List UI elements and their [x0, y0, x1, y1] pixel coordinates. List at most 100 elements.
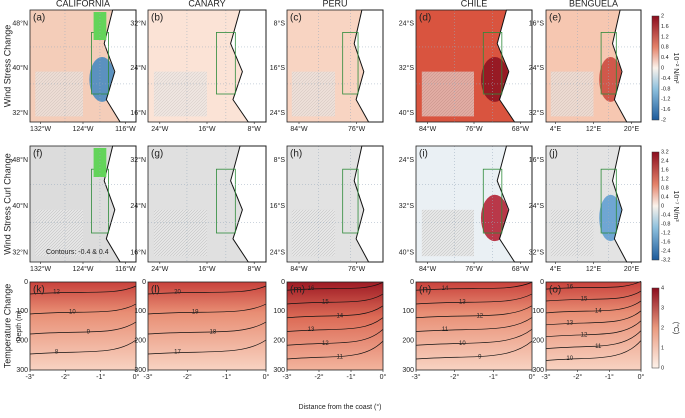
contour-label: 10: [566, 356, 573, 362]
colorbar-tick-label: 0: [661, 365, 664, 371]
column-title: CHILE: [461, 0, 488, 8]
x-tick-label: 76°W: [348, 125, 366, 133]
contour-line: [286, 293, 384, 305]
contour-label: 16: [308, 286, 315, 292]
contour-label: 9: [87, 330, 91, 336]
colorbar-tick-label: 0: [661, 203, 664, 209]
contour-label: 12: [581, 332, 588, 338]
x-tick-label: 84°W: [419, 125, 437, 133]
panel-frame: [415, 281, 533, 371]
y-tick-label: 32°N: [130, 19, 146, 27]
y-tick-label: 24°N: [130, 64, 146, 72]
colorbar-tick-label: 3: [661, 305, 664, 311]
hatched-area: [35, 209, 83, 257]
y-tick-label: 0: [281, 279, 285, 286]
colorbar-tick-label: -1.6: [661, 107, 670, 113]
contour-label: 14: [336, 313, 343, 319]
contour-line: [286, 305, 384, 319]
contour-label: 10: [69, 310, 76, 316]
colorbar: [651, 15, 660, 121]
hatched-area: [550, 71, 594, 117]
y-tick-label: 200: [532, 338, 544, 345]
panel: (d) 84°W 76°W 68°W 24°S 32°S 40°S: [399, 9, 533, 133]
contour-label: 15: [581, 297, 588, 303]
y-tick-label: 8°S: [274, 19, 286, 27]
x-tick-label: -2°: [314, 373, 323, 381]
panel: (j) 4°E 12°E 20°E 16°S 24°S 32°S: [529, 145, 642, 273]
contour-label: 17: [174, 350, 181, 356]
contour-line: [415, 305, 533, 319]
x-tick-label: 0°: [263, 373, 270, 381]
panel: 14 13 12 11 10 9 (n) -3° -2° -1° 0° 0 100 200 300: [402, 279, 535, 381]
y-tick-label: 200: [402, 338, 414, 345]
y-tick-label: 300: [532, 367, 544, 374]
contour-line: [545, 280, 642, 290]
colorbar-tick-label: 1.6: [661, 167, 669, 173]
panel-letter: (a): [33, 13, 45, 24]
y-tick-label: 200: [134, 338, 146, 345]
x-tick-label: -1°: [489, 373, 498, 381]
y-tick-label: 24°S: [529, 202, 545, 210]
hatched-area: [421, 71, 474, 117]
panel-letter: (n): [419, 285, 431, 296]
x-tick-label: 12°E: [586, 265, 602, 273]
x-tick-label: 116°W: [115, 265, 136, 273]
panel-letter: (c): [290, 13, 302, 24]
colorbar-tick-label: -2: [661, 117, 666, 123]
colorbar-unit: 10⁻⁷ N/m³: [672, 190, 679, 222]
contour-label: 16: [566, 285, 573, 291]
x-axis-title: Distance from the coast (°): [299, 403, 382, 411]
contour-label: 11: [442, 327, 449, 333]
hatched-area: [550, 209, 594, 257]
contour-label: 11: [595, 344, 602, 350]
x-tick-label: -3°: [25, 373, 34, 381]
panel: 20 19 18 17 (l) -3° -2° -1° 0° 0 100 200 300: [134, 279, 269, 381]
x-tick-label: 124°W: [72, 265, 93, 273]
panel-frame: [286, 281, 384, 371]
colorbar-tick-label: -3.2: [661, 257, 670, 263]
colorbar-tick-label: 1.6: [661, 24, 669, 30]
y-tick-label: 16°N: [130, 109, 146, 117]
panel: (f) 132°W 124°W 116°W 48°N 40°N 32°N: [12, 145, 137, 273]
y-tick-label: 0: [410, 279, 414, 286]
contour-line: [147, 321, 267, 335]
contour-line: [29, 303, 137, 315]
y-tick-label: 300: [134, 367, 146, 374]
contour-label: 13: [308, 327, 315, 333]
contour-line: [415, 340, 533, 360]
contour-line: [545, 320, 642, 338]
x-tick-label: 76°W: [348, 265, 366, 273]
panel-letter: (h): [290, 149, 302, 160]
contour-line: [147, 285, 267, 295]
panel-letter: (o): [549, 285, 561, 296]
contour-label: 12: [322, 341, 329, 347]
panel: 16 15 14 13 12 11 10 (o) -3° -2° -1° 0° 0 100 200 300: [532, 279, 644, 381]
colorbar-tick-label: 0: [661, 65, 664, 71]
contour-label: 15: [322, 300, 329, 306]
contour-label: 13: [566, 320, 573, 326]
colorbar-tick-label: 1.2: [661, 34, 669, 40]
colorbar-unit: 10⁻² N/m²: [672, 53, 679, 85]
hatched-area: [153, 209, 207, 257]
contour-line: [545, 330, 642, 349]
panel-letter: (b): [151, 13, 163, 24]
y-tick-label: 32°S: [399, 64, 415, 72]
y-tick-label: 32°S: [529, 249, 545, 257]
x-tick-label: -1°: [96, 373, 105, 381]
colorbar-tick-label: 4: [661, 285, 664, 291]
contour-label: 14: [442, 286, 449, 292]
annotation: Contours: -0.4 & 0.4: [46, 249, 109, 256]
y-tick-label: 8°S: [274, 156, 286, 164]
panel: (c) 84°W 76°W 8°S 16°S 24°S: [270, 9, 384, 133]
colorbar-tick-label: 3.2: [661, 149, 669, 155]
contour-label: 9: [478, 355, 482, 361]
y-tick-label: 0: [142, 279, 146, 286]
colorbar-tick-label: 2: [661, 325, 664, 331]
x-tick-label: 132°W: [30, 125, 51, 133]
x-tick-label: -2°: [450, 373, 459, 381]
column-title: CANARY: [188, 0, 225, 8]
y-tick-label: 100: [532, 308, 544, 315]
row-title: Wind Stress Curl Change: [2, 153, 12, 255]
panel: (h) 84°W 76°W 8°S 16°S 24°S: [270, 145, 384, 273]
y-tick-label: 16°S: [529, 19, 545, 27]
